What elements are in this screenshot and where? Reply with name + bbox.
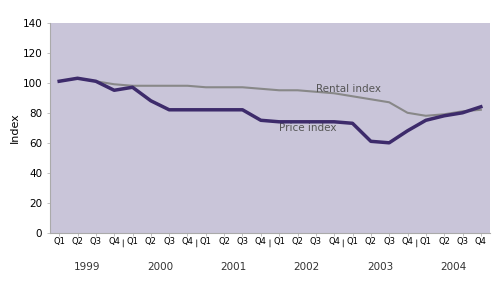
Y-axis label: Index: Index xyxy=(10,112,20,143)
Text: 2004: 2004 xyxy=(440,262,466,272)
Text: 2001: 2001 xyxy=(220,262,246,272)
Text: Price index: Price index xyxy=(279,123,336,133)
Text: 2003: 2003 xyxy=(367,262,393,272)
Text: 2002: 2002 xyxy=(294,262,320,272)
Text: 2000: 2000 xyxy=(147,262,173,272)
Text: 1999: 1999 xyxy=(74,262,100,272)
Text: Rental index: Rental index xyxy=(316,84,381,94)
